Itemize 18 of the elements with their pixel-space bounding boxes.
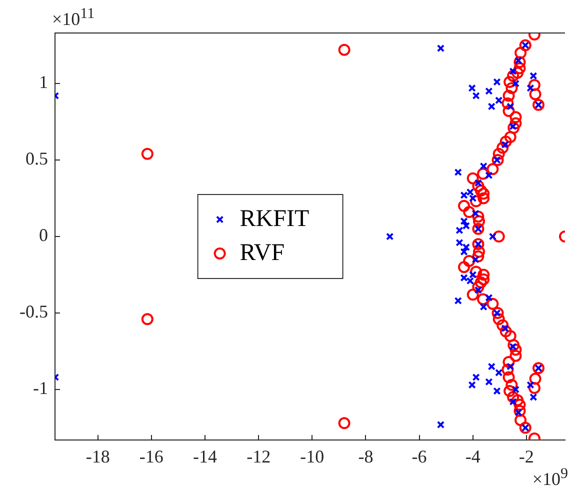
x-tick-label: -10 — [300, 446, 324, 467]
x-tick-label: -4 — [465, 446, 480, 467]
x-tick-label: -8 — [358, 446, 374, 467]
x-tick-label: -14 — [193, 446, 217, 467]
y-tick-label: -0.5 — [20, 302, 48, 322]
legend-label: RKFIT — [240, 206, 310, 232]
y-tick-label: 0 — [39, 225, 48, 246]
x-tick-label: -2 — [518, 446, 534, 467]
x-tick-label: -12 — [246, 446, 271, 467]
x-tick-label: -16 — [139, 446, 164, 467]
legend-label: RVF — [240, 240, 285, 266]
y-tick-label: -1 — [33, 378, 48, 398]
text: ×10$^{11}$ — [52, 6, 95, 30]
x-tick-label: -6 — [412, 446, 427, 467]
y-tick-label: 1 — [39, 72, 48, 92]
y-tick-label: 0.5 — [26, 148, 48, 169]
x-tick-label: -18 — [86, 446, 110, 467]
text: ×10$^{9}$ — [532, 466, 568, 490]
